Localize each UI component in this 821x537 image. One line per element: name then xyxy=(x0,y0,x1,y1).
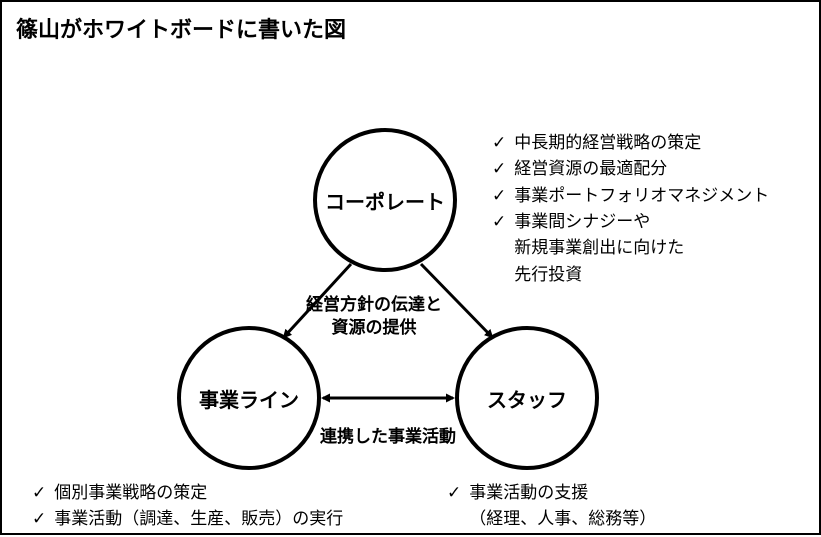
bullets-business-line: ✓ 個別事業戦略の策定 ✓ 事業活動（調達、生産、販売）の実行 xyxy=(32,480,343,533)
bullet-row: ✓ 中長期的経営戦略の策定 xyxy=(492,130,769,156)
bullet-row: ✓ 経営資源の最適配分 xyxy=(492,156,769,182)
diagram-frame: 篠山がホワイトボードに書いた図 コーポレート 事業ライン スタッフ 経営方針の伝… xyxy=(0,0,821,535)
check-icon: ✓ xyxy=(492,130,506,156)
check-icon: ✓ xyxy=(492,183,506,209)
bullet-text: 中長期的経営戦略の策定 xyxy=(514,130,701,156)
bullet-row: ✓ 事業活動（調達、生産、販売）の実行 xyxy=(32,506,343,532)
bullet-text: 事業間シナジーや 新規事業創出に向けた 先行投資 xyxy=(514,209,684,288)
check-icon: ✓ xyxy=(492,156,506,182)
node-corporate-label: コーポレート xyxy=(325,186,445,215)
node-business-line-label: 事業ライン xyxy=(199,384,299,413)
diagram-stage: コーポレート 事業ライン スタッフ 経営方針の伝達と 資源の提供 連携した事業活… xyxy=(2,2,819,533)
bullet-text: 事業活動の支援 （経理、人事、総務等） xyxy=(469,480,656,533)
check-icon: ✓ xyxy=(492,209,506,235)
node-corporate: コーポレート xyxy=(313,128,457,272)
bullet-row: ✓ 事業ポートフォリオマネジメント xyxy=(492,183,769,209)
bullets-staff: ✓ 事業活動の支援 （経理、人事、総務等） xyxy=(447,480,656,533)
edge-label-horiz: 連携した事業活動 xyxy=(320,426,456,449)
bullet-text: 事業ポートフォリオマネジメント xyxy=(514,183,769,209)
bullet-row: ✓ 個別事業戦略の策定 xyxy=(32,480,343,506)
check-icon: ✓ xyxy=(32,480,46,506)
edge-label-corp-down: 経営方針の伝達と 資源の提供 xyxy=(306,294,442,340)
check-icon: ✓ xyxy=(447,480,461,506)
bullet-text: 経営資源の最適配分 xyxy=(514,156,667,182)
node-business-line: 事業ライン xyxy=(177,326,321,470)
bullet-row: ✓ 事業活動の支援 （経理、人事、総務等） xyxy=(447,480,656,533)
node-staff-label: スタッフ xyxy=(487,384,567,413)
bullet-text: 事業活動（調達、生産、販売）の実行 xyxy=(54,506,343,532)
bullets-corporate: ✓ 中長期的経営戦略の策定 ✓ 経営資源の最適配分 ✓ 事業ポートフォリオマネジメント ✓ 事… xyxy=(492,130,769,288)
check-icon: ✓ xyxy=(32,506,46,532)
bullet-row: ✓ 事業間シナジーや 新規事業創出に向けた 先行投資 xyxy=(492,209,769,288)
node-staff: スタッフ xyxy=(455,326,599,470)
bullet-text: 個別事業戦略の策定 xyxy=(54,480,207,506)
